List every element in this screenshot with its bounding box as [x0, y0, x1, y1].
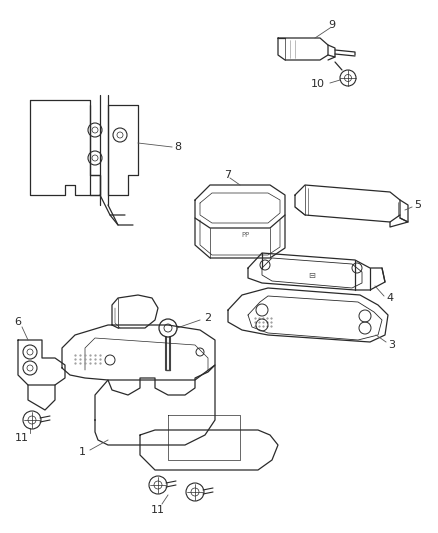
Text: 1: 1: [78, 447, 85, 457]
Text: 10: 10: [311, 79, 325, 89]
Text: 11: 11: [151, 505, 165, 515]
Text: 11: 11: [15, 433, 29, 443]
Text: 3: 3: [389, 340, 396, 350]
Text: 4: 4: [386, 293, 394, 303]
Text: 5: 5: [414, 200, 421, 210]
Text: PP: PP: [241, 232, 249, 238]
Text: 8: 8: [174, 142, 182, 152]
Text: ⊟: ⊟: [308, 271, 315, 279]
Text: 2: 2: [205, 313, 212, 323]
Text: 6: 6: [14, 317, 21, 327]
Text: 7: 7: [224, 170, 232, 180]
Text: 9: 9: [328, 20, 336, 30]
